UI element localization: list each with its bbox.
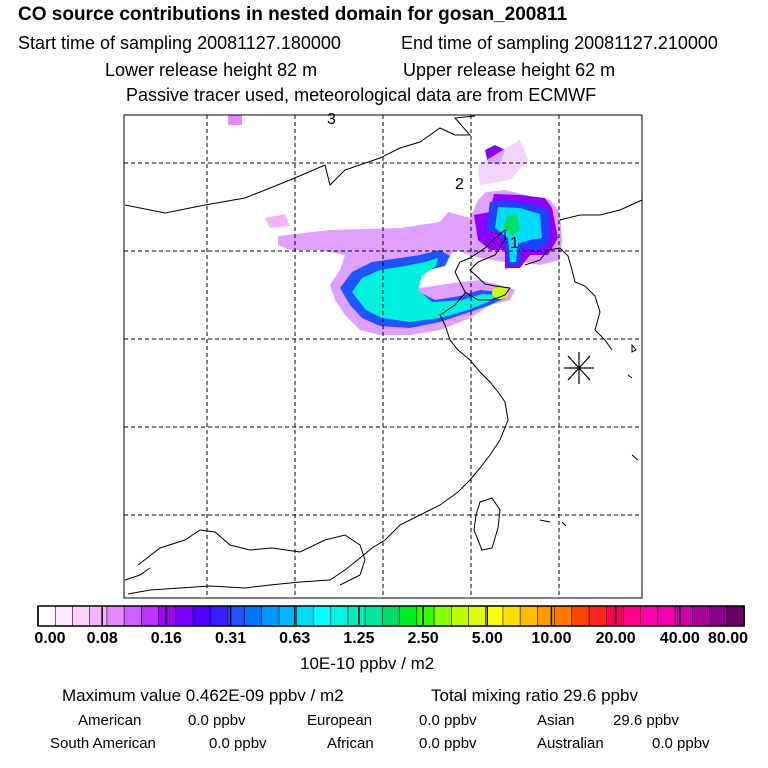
colorbar-tick-label: 10.00 (531, 630, 572, 647)
map-frame (123, 114, 643, 599)
border-southwest (124, 567, 151, 581)
border-mongolia (124, 115, 476, 214)
lat-lon-grid (124, 115, 642, 598)
region-name-south-american: South American (50, 735, 156, 752)
border-korea-north (559, 199, 643, 221)
start-time-label: Start time of sampling 20081127.180000 (18, 33, 341, 53)
region-value-australian: 0.0 ppbv (652, 735, 710, 752)
coastlines (124, 115, 643, 595)
plume-green-spot (503, 214, 520, 236)
islands-japan (627, 343, 639, 461)
upper-release-height-label: Upper release height 62 m (403, 60, 616, 80)
coast-bohai (454, 228, 511, 301)
plume-cyan-south (352, 258, 498, 322)
region-value-asian: 29.6 ppbv (613, 712, 679, 729)
border-china-south (137, 529, 366, 586)
colorbar-tick-label: 0.08 (86, 630, 118, 647)
region-value-american: 0.0 ppbv (188, 712, 246, 729)
colorbar-tick-label: 80.00 (707, 630, 749, 647)
region-name-american: American (78, 712, 142, 729)
receptor-star-icon (564, 352, 594, 384)
plume-yellow-spot (492, 287, 508, 299)
region-name-australian: Australian (537, 735, 604, 752)
colorbar-tick-label: 5.00 (471, 630, 503, 647)
maximum-value-label: Maximum value 0.462E-09 ppbv / m2 (62, 686, 344, 705)
coast-korea (524, 247, 613, 351)
region-name-asian: Asian (537, 712, 575, 729)
colorbar-tick-label: 0.00 (34, 630, 66, 647)
colorbar-unit-label: 10E-10 ppbv / m2 (300, 654, 435, 673)
end-time-label: End time of sampling 20081127.210000 (401, 33, 718, 53)
colorbar-tick-label: 40.00 (659, 630, 700, 647)
coast-taiwan (473, 497, 501, 551)
colorbar-tick-label: 0.16 (150, 630, 182, 647)
passive-tracer-label: Passive tracer used, meteorological data… (126, 85, 597, 105)
region-name-european: European (307, 712, 373, 729)
plot-title: CO source contributions in nested domain… (18, 4, 568, 25)
site-label-3: 3 (327, 111, 336, 128)
site-label-1: 1 (510, 235, 519, 252)
total-mixing-ratio-label: Total mixing ratio 29.6 ppbv (431, 686, 638, 705)
plume-fragment-west (265, 214, 290, 228)
region-name-african: African (327, 735, 374, 752)
lower-release-height-label: Lower release height 82 m (105, 60, 318, 80)
colorbar-tick-label: 0.31 (214, 630, 247, 647)
coast-china-east (127, 291, 509, 595)
islands-ryukyu (539, 519, 567, 527)
plume-fragment-north (228, 115, 242, 125)
colorbar-tick-label: 20.00 (595, 630, 636, 647)
colorbar-tick-label: 0.63 (279, 630, 311, 647)
region-value-south-american: 0.0 ppbv (209, 735, 267, 752)
region-value-african: 0.0 ppbv (419, 735, 477, 752)
site-label-2: 2 (455, 176, 464, 193)
colorbar-tick-label: 1.25 (343, 630, 375, 647)
region-value-european: 0.0 ppbv (419, 712, 477, 729)
plume-field (228, 115, 562, 335)
colorbar-tick-label: 2.50 (407, 630, 439, 647)
